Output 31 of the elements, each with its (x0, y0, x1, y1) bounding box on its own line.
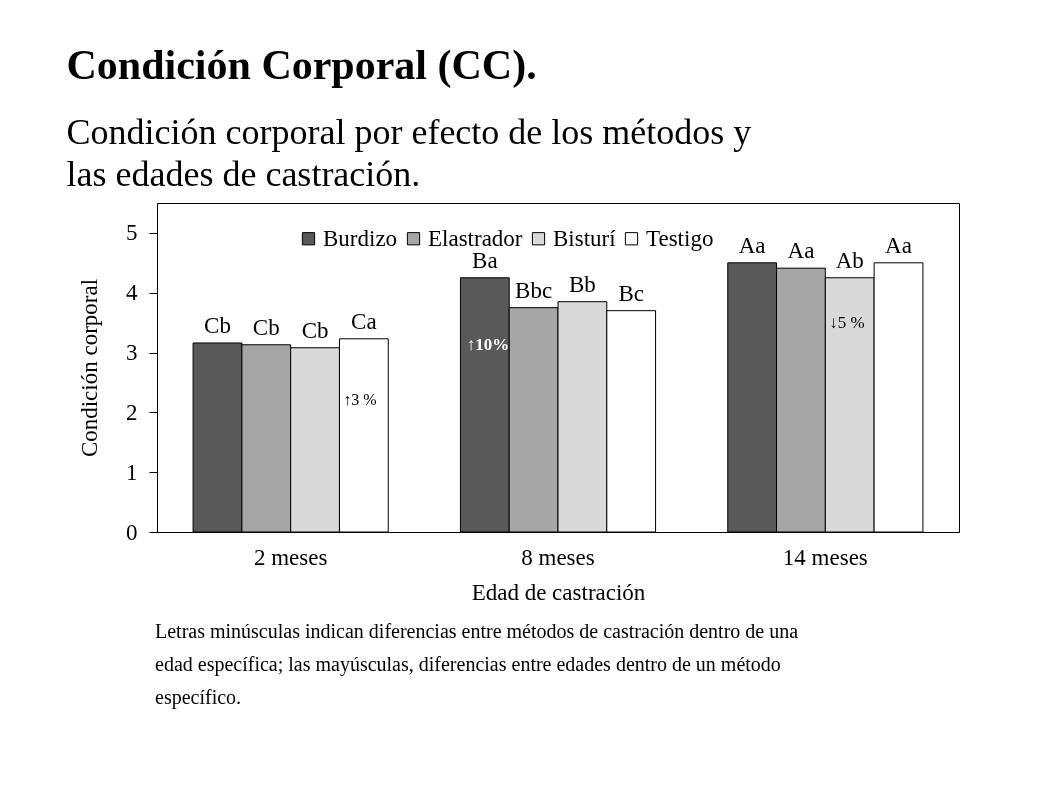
data-label: Cb (301, 317, 329, 343)
y-tick-label: 5 (126, 220, 138, 246)
data-label: Cb (252, 314, 280, 340)
data-label: Aa (787, 238, 815, 264)
annotation: ↑3 % (343, 391, 377, 408)
y-tick-label: 4 (126, 280, 138, 306)
data-label: Ab (835, 247, 864, 273)
data-label: Ca (351, 308, 377, 334)
data-label: Bbc (515, 277, 553, 303)
annotation: ↓5 % (829, 313, 865, 332)
data-label: Cb (204, 312, 231, 338)
x-tick-label: 8 meses (521, 544, 595, 570)
y-tick-label: 3 (126, 340, 138, 366)
data-label: Bb (568, 271, 596, 297)
y-axis-title: Condición corporal (77, 278, 102, 458)
legend-label: Bisturí (553, 225, 617, 251)
chart-title: Condición Corporal (CC). (66, 42, 537, 89)
x-tick-label: 14 meses (782, 544, 868, 570)
x-tick-label: 2 meses (253, 544, 328, 570)
y-tick-label: 1 (126, 459, 138, 485)
data-label: Aa (885, 232, 912, 258)
data-label: Bc (618, 280, 644, 306)
data-label: Aa (738, 232, 766, 258)
x-axis-title: Edad de castración (471, 579, 646, 605)
annotation: ↑10% (466, 335, 510, 354)
legend-label: Burdizo (323, 225, 398, 251)
y-tick-label: 2 (126, 399, 138, 425)
legend-label: Testigo (646, 225, 714, 251)
text: Letras minúsculas indican diferencias entre métodos de castración dentro de una edad específica; las mayúsculas, diferencias entre edades dentro de un método específico. (155, 620, 799, 709)
chart-subtitle: Condición corporal por efecto de los métodos y las edades de castración. (66, 112, 752, 194)
y-tick-label: 0 (126, 519, 138, 545)
